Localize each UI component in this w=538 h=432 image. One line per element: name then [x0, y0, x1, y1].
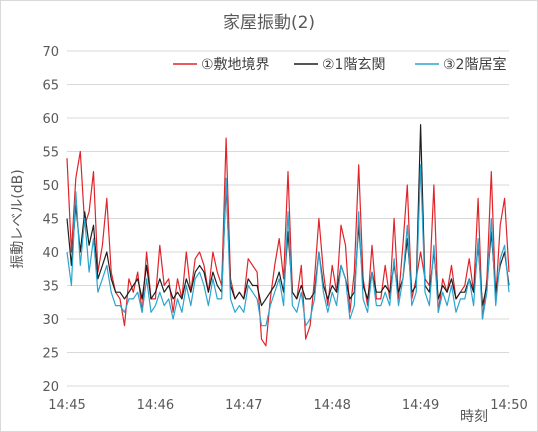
x-tick-label: 14:47: [225, 398, 262, 413]
legend-label-1: ①敷地境界: [201, 57, 270, 73]
y-axis-title: 振動レベル(dB): [10, 169, 26, 268]
x-axis-ticks: 14:45 14:46 14:47 14:48 14:49 14:50: [48, 398, 527, 413]
x-tick-label: 14:46: [137, 398, 174, 413]
y-tick-label: 60: [42, 112, 59, 127]
legend-label-3: ③2階居室: [443, 56, 506, 73]
y-tick-label: 40: [42, 246, 59, 261]
y-axis-ticks: 20 25 30 35 40 45 50 55 60 65 70: [42, 45, 59, 395]
y-tick-label: 30: [42, 313, 59, 328]
legend-label-2: ②1階玄関: [322, 56, 385, 73]
x-tick-label: 14:45: [48, 398, 85, 413]
legend: ①敷地境界 ②1階玄関 ③2階居室: [173, 56, 506, 73]
series-line-1: [66, 137, 510, 347]
y-tick-label: 65: [42, 79, 59, 94]
y-tick-label: 35: [42, 280, 59, 295]
y-tick-label: 25: [42, 347, 59, 362]
x-axis-title: 時刻: [460, 409, 488, 425]
x-tick-label: 14:49: [402, 398, 439, 413]
chart-title: 家屋振動(2): [223, 13, 315, 33]
y-tick-label: 20: [42, 380, 59, 395]
x-tick-label: 14:50: [490, 398, 527, 413]
y-tick-label: 70: [42, 45, 59, 60]
y-tick-label: 45: [42, 213, 59, 228]
x-tick-label: 14:48: [313, 398, 350, 413]
y-tick-label: 50: [42, 179, 59, 194]
y-tick-label: 55: [42, 146, 59, 161]
series-lines: [66, 124, 510, 347]
series-line-3: [66, 164, 510, 327]
